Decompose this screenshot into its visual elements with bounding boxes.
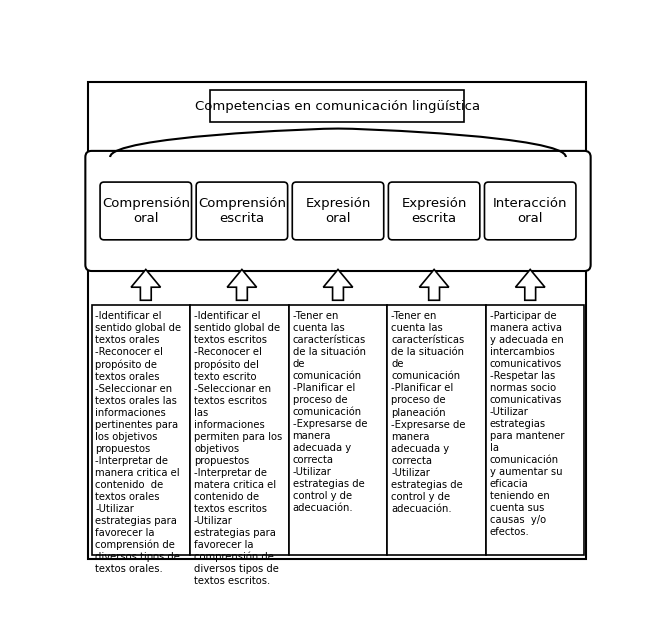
Text: Competencias en comunicación lingüística: Competencias en comunicación lingüística	[195, 100, 480, 113]
Polygon shape	[419, 269, 449, 300]
Polygon shape	[515, 269, 545, 300]
FancyBboxPatch shape	[486, 305, 584, 555]
Text: Expresión
oral: Expresión oral	[305, 197, 370, 225]
Text: Comprensión
oral: Comprensión oral	[102, 197, 190, 225]
Text: -Identificar el
sentido global de
textos orales
-Reconocer el
propósito de
texto: -Identificar el sentido global de textos…	[95, 311, 182, 574]
FancyBboxPatch shape	[292, 182, 384, 240]
FancyBboxPatch shape	[190, 305, 289, 555]
Polygon shape	[323, 269, 353, 300]
Text: -Participar de
manera activa
y adecuada en
intercambios
comunicativos
-Respetar : -Participar de manera activa y adecuada …	[490, 311, 565, 537]
Text: Interacción
oral: Interacción oral	[493, 197, 567, 225]
FancyBboxPatch shape	[196, 182, 288, 240]
FancyBboxPatch shape	[289, 305, 388, 555]
Polygon shape	[131, 269, 161, 300]
FancyBboxPatch shape	[210, 90, 465, 123]
Text: -Identificar el
sentido global de
textos escritos
-Reconocer el
propósito del
te: -Identificar el sentido global de textos…	[194, 311, 282, 586]
Polygon shape	[227, 269, 257, 300]
FancyBboxPatch shape	[86, 151, 591, 271]
FancyBboxPatch shape	[484, 182, 576, 240]
Text: Expresión
escrita: Expresión escrita	[401, 197, 467, 225]
FancyBboxPatch shape	[388, 182, 480, 240]
Text: -Tener en
cuenta las
características
de la situación
de
comunicación
-Planificar: -Tener en cuenta las características de …	[391, 311, 466, 514]
FancyBboxPatch shape	[91, 305, 190, 555]
FancyBboxPatch shape	[100, 182, 191, 240]
FancyBboxPatch shape	[388, 305, 486, 555]
Text: Comprensión
escrita: Comprensión escrita	[198, 197, 286, 225]
FancyBboxPatch shape	[88, 83, 586, 559]
Text: -Tener en
cuenta las
características
de la situación
de
comunicación
-Planificar: -Tener en cuenta las características de …	[293, 311, 367, 513]
